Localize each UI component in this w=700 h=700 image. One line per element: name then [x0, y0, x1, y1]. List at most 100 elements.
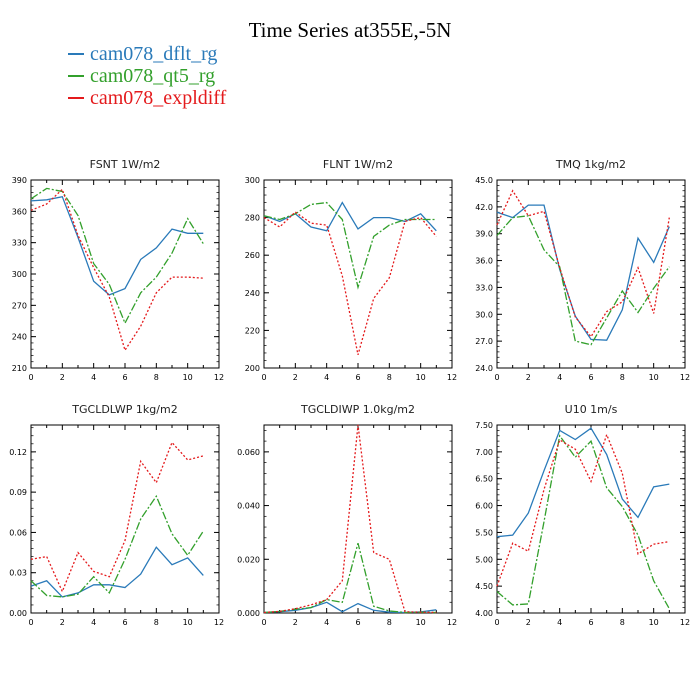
x-tick-label: 10 — [416, 618, 426, 627]
legend-label-expldiff: cam078_expldiff — [90, 87, 227, 109]
legend-label-qt5: cam078_qt5_rg — [90, 65, 216, 87]
x-tick-label: 6 — [588, 373, 593, 382]
y-tick-label: 39.0 — [475, 230, 493, 239]
legend-item-dflt: cam078_dflt_rg — [68, 43, 226, 65]
y-tick-label: 42.0 — [475, 203, 493, 212]
x-tick-label: 12 — [447, 373, 457, 382]
series-line-cam078_qt5_rg — [30, 494, 204, 598]
panel-title: FSNT 1W/m2 — [90, 158, 161, 171]
x-tick-label: 2 — [293, 373, 298, 382]
y-tick-label: 0.06 — [9, 528, 27, 537]
y-tick-label: 200 — [245, 364, 260, 373]
x-tick-label: 6 — [355, 373, 360, 382]
y-tick-label: 300 — [245, 176, 260, 185]
y-tick-label: 0.060 — [237, 448, 260, 457]
x-tick-label: 10 — [649, 618, 659, 627]
panel-title: TGCLDLWP 1kg/m2 — [71, 403, 177, 416]
series-line-cam078_expldiff — [30, 441, 204, 594]
legend-label-dflt: cam078_dflt_rg — [90, 43, 218, 65]
y-tick-label: 300 — [12, 270, 27, 279]
x-tick-label: 8 — [154, 618, 159, 627]
panel-title: FLNT 1W/m2 — [323, 158, 393, 171]
panel-frame — [30, 424, 220, 614]
panel-0: FSNT 1W/m2 0 2 4 6 8 10 12 210 240 270 300 330 360 390 — [12, 158, 224, 382]
series-line-cam078_qt5_rg — [496, 215, 670, 346]
x-tick-label: 0 — [261, 373, 266, 382]
y-tick-label: 6.00 — [475, 502, 493, 511]
x-tick-label: 4 — [324, 618, 329, 627]
panel-frame — [263, 179, 453, 369]
panel-title: TGCLDIWP 1.0kg/m2 — [300, 403, 415, 416]
series-line-cam078_qt5_rg — [263, 543, 437, 614]
y-tick-label: 0.020 — [237, 555, 260, 564]
legend-item-qt5: cam078_qt5_rg — [68, 65, 226, 87]
x-tick-label: 6 — [355, 618, 360, 627]
series-line-cam078_dflt_rg — [30, 195, 204, 296]
series-line-cam078_expldiff — [496, 189, 670, 338]
x-tick-label: 2 — [293, 618, 298, 627]
series-line-cam078_qt5_rg — [30, 187, 204, 325]
x-tick-label: 4 — [557, 618, 562, 627]
x-tick-label: 4 — [91, 373, 96, 382]
x-tick-label: 8 — [154, 373, 159, 382]
x-tick-label: 8 — [387, 618, 392, 627]
x-tick-label: 4 — [324, 373, 329, 382]
y-tick-label: 5.00 — [475, 555, 493, 564]
y-tick-label: 240 — [12, 333, 27, 342]
y-tick-label: 260 — [245, 251, 260, 260]
series-line-cam078_expldiff — [263, 424, 437, 614]
series-line-cam078_qt5_rg — [496, 434, 670, 610]
figure-title: Time Series at355E,-5N — [248, 18, 452, 42]
y-tick-label: 24.0 — [475, 364, 493, 373]
y-tick-label: 30.0 — [475, 310, 493, 319]
series-line-cam078_expldiff — [263, 211, 437, 355]
x-tick-label: 2 — [60, 373, 65, 382]
series-line-cam078_dflt_rg — [496, 204, 670, 341]
y-tick-label: 7.50 — [475, 421, 493, 430]
y-tick-label: 0.03 — [9, 569, 27, 578]
legend-swatch-qt5 — [68, 75, 84, 77]
panel-frame — [263, 424, 453, 614]
y-tick-label: 330 — [12, 239, 27, 248]
y-tick-label: 0.040 — [237, 502, 260, 511]
x-tick-label: 4 — [557, 373, 562, 382]
x-tick-label: 12 — [214, 618, 224, 627]
panel-frame — [30, 179, 220, 369]
x-tick-label: 4 — [91, 618, 96, 627]
legend-swatch-dflt — [68, 53, 84, 55]
x-tick-label: 0 — [494, 618, 499, 627]
x-tick-label: 2 — [526, 618, 531, 627]
y-tick-label: 4.00 — [475, 609, 493, 618]
y-tick-label: 270 — [12, 301, 27, 310]
panel-1: FLNT 1W/m2 0 2 4 6 8 10 12 200 220 240 260 280 300 — [245, 158, 457, 382]
panel-5: U10 1m/s 0 2 4 6 8 10 12 4.00 4.50 5.00 5.50 6.00 6.5… — [475, 403, 690, 627]
x-tick-label: 0 — [494, 373, 499, 382]
x-tick-label: 10 — [416, 373, 426, 382]
series-line-cam078_expldiff — [30, 188, 204, 352]
x-tick-label: 8 — [620, 373, 625, 382]
x-tick-label: 0 — [28, 618, 33, 627]
x-tick-label: 2 — [60, 618, 65, 627]
series-line-cam078_dflt_rg — [263, 601, 437, 614]
y-tick-label: 0.12 — [9, 448, 27, 457]
y-tick-label: 390 — [12, 176, 27, 185]
y-tick-label: 0.000 — [237, 609, 260, 618]
y-tick-label: 220 — [245, 326, 260, 335]
y-tick-label: 4.50 — [475, 582, 493, 591]
y-tick-label: 33.0 — [475, 283, 493, 292]
y-tick-label: 45.0 — [475, 176, 493, 185]
y-tick-label: 210 — [12, 364, 27, 373]
x-tick-label: 0 — [261, 618, 266, 627]
series-line-cam078_expldiff — [496, 432, 670, 587]
x-tick-label: 8 — [620, 618, 625, 627]
y-tick-label: 0.00 — [9, 609, 27, 618]
panel-title: U10 1m/s — [565, 403, 618, 416]
x-tick-label: 12 — [680, 373, 690, 382]
x-tick-label: 8 — [387, 373, 392, 382]
y-tick-label: 7.00 — [475, 448, 493, 457]
y-tick-label: 36.0 — [475, 257, 493, 266]
x-tick-label: 10 — [183, 373, 193, 382]
panel-title: TMQ 1kg/m2 — [555, 158, 626, 171]
y-tick-label: 5.50 — [475, 528, 493, 537]
